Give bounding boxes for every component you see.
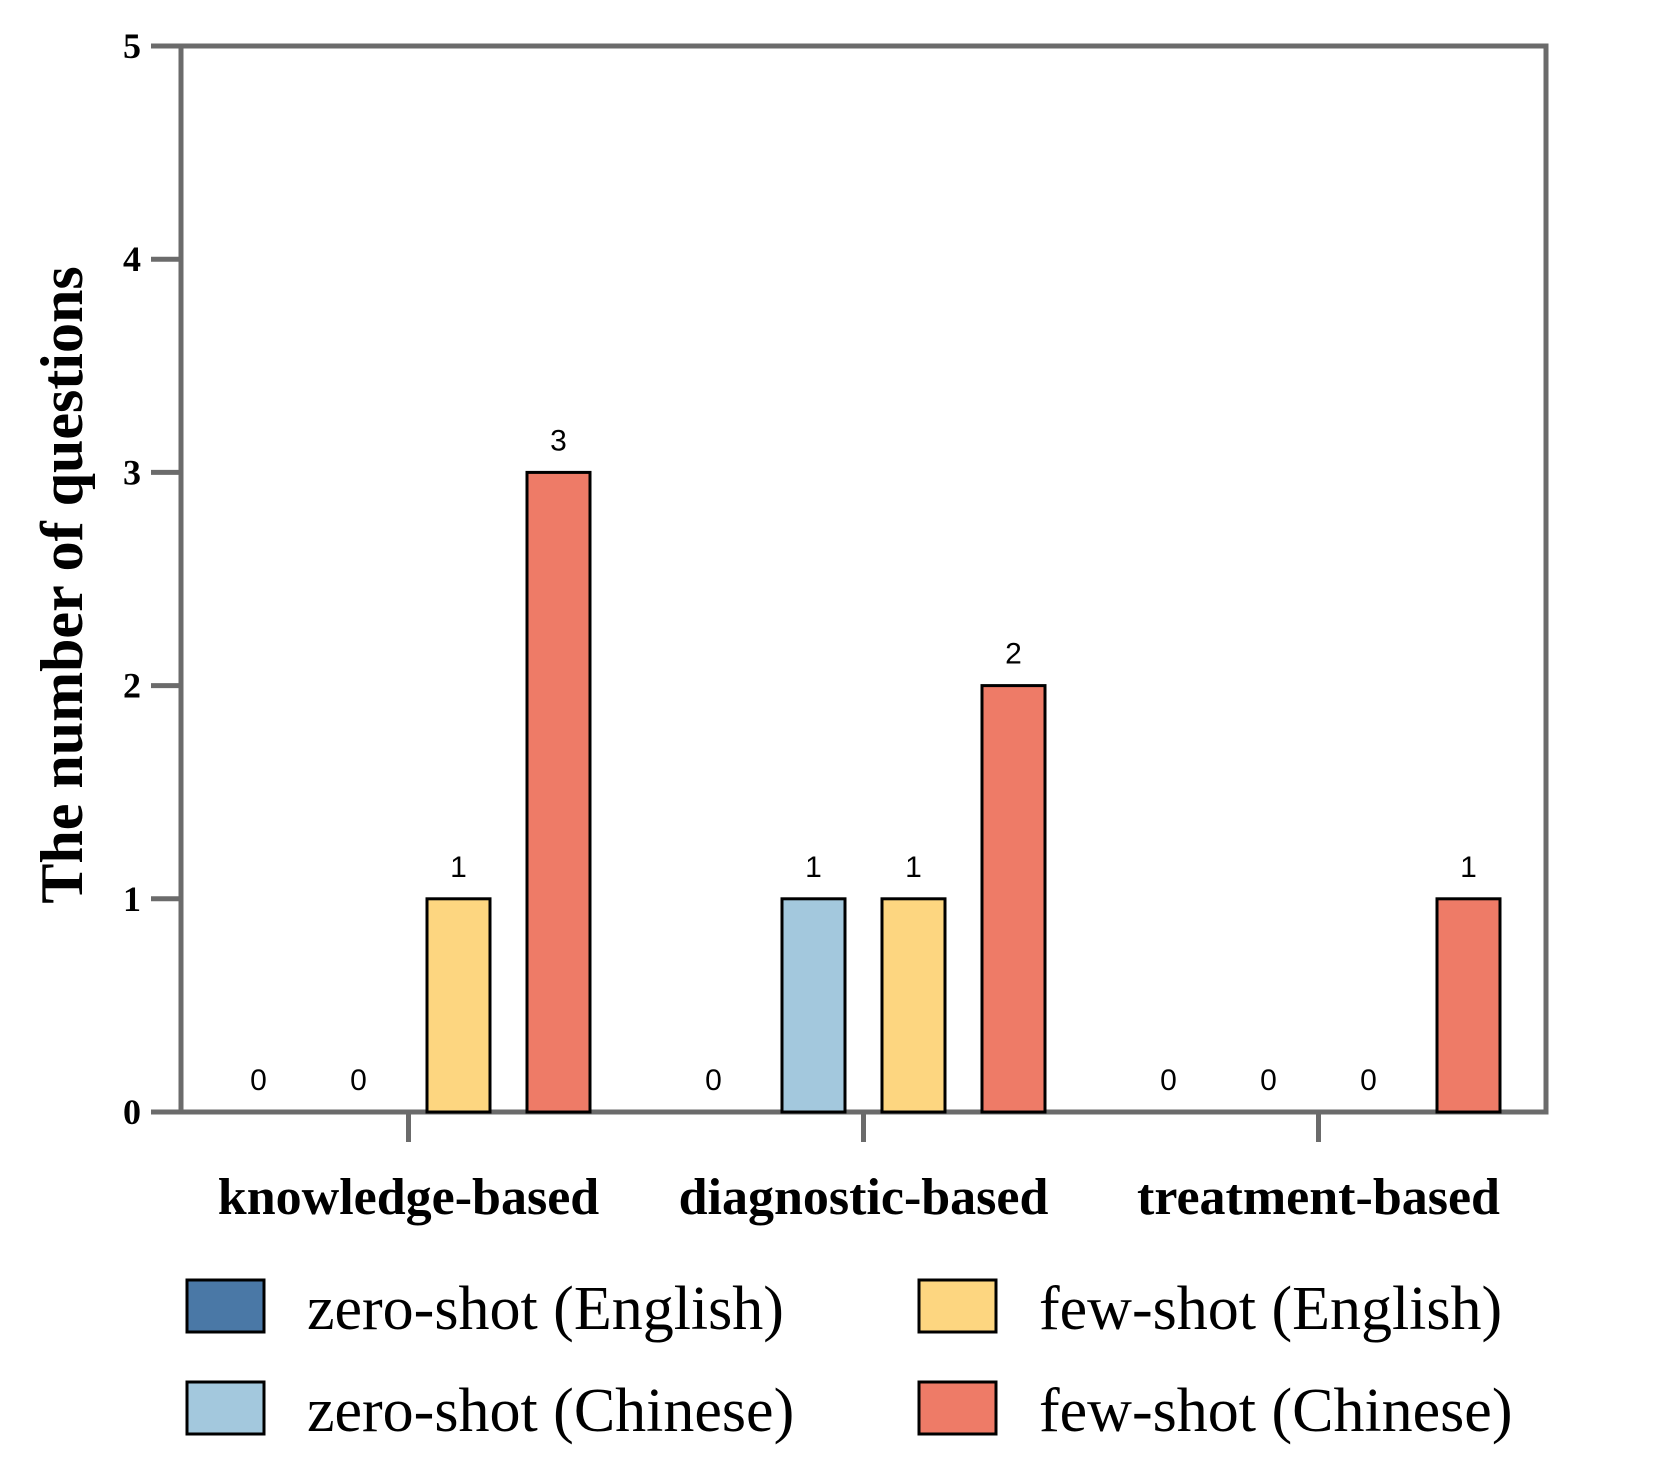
y-tick-label: 2	[123, 666, 141, 706]
data-label: 0	[1160, 1064, 1177, 1097]
y-tick-label: 4	[123, 239, 141, 279]
y-tick-label: 5	[123, 26, 141, 66]
bar	[780, 897, 847, 1114]
data-label: 0	[705, 1064, 722, 1097]
legend-label: zero-shot (English)	[307, 1275, 784, 1343]
legend-swatch	[185, 1380, 266, 1436]
legend-swatch	[185, 1278, 266, 1334]
x-category-label: knowledge-based	[218, 1169, 599, 1226]
legend-label: zero-shot (Chinese)	[307, 1377, 794, 1445]
data-label: 1	[450, 851, 467, 884]
plot-frame	[178, 43, 1549, 1115]
data-label: 1	[905, 851, 922, 884]
legend-swatch	[917, 1380, 998, 1436]
data-label: 0	[1360, 1064, 1377, 1097]
data-label: 2	[1005, 638, 1022, 671]
bar	[980, 684, 1047, 1114]
data-label: 0	[250, 1064, 267, 1097]
y-tick-label: 1	[123, 879, 141, 919]
data-label: 1	[1460, 851, 1477, 884]
bar	[525, 470, 592, 1114]
data-label: 1	[805, 851, 822, 884]
data-label: 3	[550, 424, 567, 457]
plot-area: 0 1 2 3 4 5 knowledge-based 0 0 1 3 diagnostic-base…	[123, 26, 1549, 1226]
data-label: 0	[350, 1064, 367, 1097]
data-label: 0	[1260, 1064, 1277, 1097]
bar	[425, 897, 492, 1114]
y-axis-label: The number of questions	[29, 266, 95, 903]
legend: zero-shot (English) zero-shot (Chinese) fe…	[185, 1275, 1512, 1445]
bar	[1435, 897, 1502, 1114]
y-tick-label: 0	[123, 1092, 141, 1132]
x-category-label: diagnostic-based	[679, 1169, 1049, 1226]
bar	[880, 897, 947, 1114]
legend-swatch	[917, 1278, 998, 1334]
y-tick-label: 3	[123, 452, 141, 492]
x-category-label: treatment-based	[1137, 1169, 1500, 1226]
legend-label: few-shot (English)	[1039, 1275, 1502, 1343]
legend-label: few-shot (Chinese)	[1039, 1377, 1512, 1445]
